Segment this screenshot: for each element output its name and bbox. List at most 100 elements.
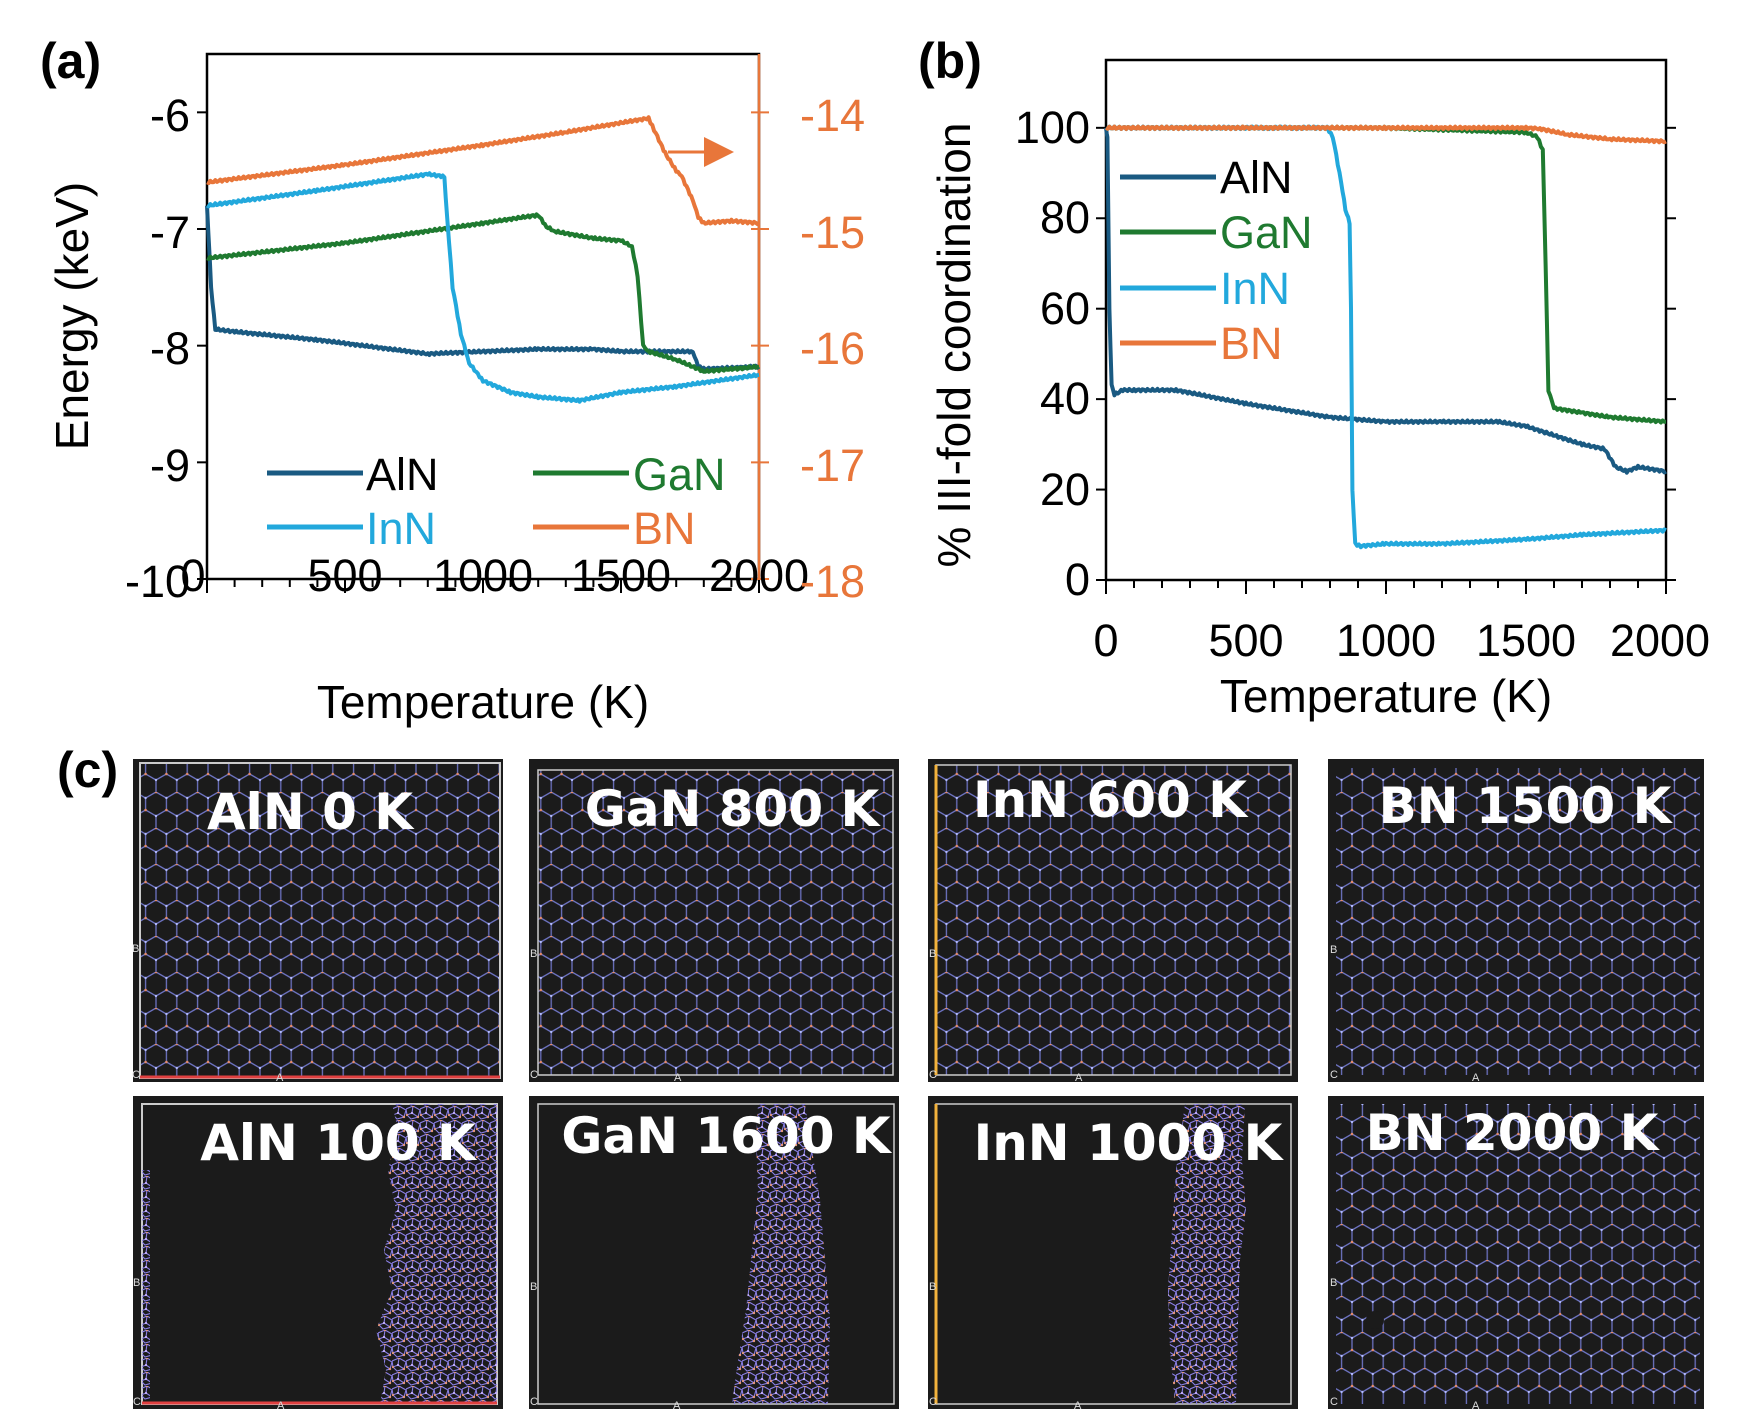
snapshot-title: InN 1000 K	[974, 1114, 1285, 1172]
lattice-crystal	[936, 765, 1291, 1075]
a-xtick: 1500	[571, 550, 671, 601]
disordered-region	[376, 1104, 497, 1404]
panel-a-frame	[205, 52, 761, 581]
legend-label-GaN: GaN	[633, 449, 726, 500]
panel-a-ticks	[197, 111, 769, 593]
snapshot-title: GaN 1600 K	[561, 1107, 893, 1165]
axis-letter-c: C	[929, 1396, 937, 1408]
a-y2tick: -18	[800, 556, 865, 607]
vacancy	[1366, 1311, 1384, 1329]
snapshot-title: AlN 0 K	[207, 783, 415, 841]
legend-label-AlN: AlN	[366, 449, 439, 500]
panel-b-label: (b)	[918, 33, 982, 89]
legend-label-InN: InN	[366, 503, 436, 554]
a-xlabel: Temperature (K)	[317, 676, 649, 728]
a-xtick: 1000	[433, 550, 533, 601]
a-y2tick: -14	[800, 90, 865, 141]
axis-letter-b: B	[132, 943, 139, 955]
snapshot: BN 1500 K B C A	[1328, 759, 1704, 1084]
series-line-AlN	[1104, 127, 1667, 475]
lattice-crystal	[538, 770, 893, 1075]
legend-label-AlN: AlN	[1220, 152, 1293, 203]
panel-b-legend: AlN GaN InN BN	[1120, 152, 1313, 369]
axis-letter-c: C	[530, 1069, 538, 1081]
snapshot-title: AlN 100 K	[200, 1114, 478, 1172]
panel-b-coordination-plot: (b) 0 500 1000 1500 2000 100 80 60 40 20…	[918, 33, 1710, 722]
axis-letter-a: A	[674, 1072, 682, 1084]
axis-letter-a: A	[1472, 1072, 1480, 1084]
a-ytick: -7	[150, 207, 190, 258]
axis-letter-a: A	[1074, 1400, 1082, 1411]
panel-b-ticks	[1096, 126, 1676, 594]
b-xlabel: Temperature (K)	[1220, 670, 1552, 722]
snapshot-title: BN 2000 K	[1366, 1104, 1661, 1162]
snapshot: BN 2000 K B C A	[1328, 1096, 1704, 1411]
axis-letter-b: B	[929, 1281, 936, 1293]
axis-letter-b: B	[1330, 1277, 1337, 1289]
axis-letter-c: C	[133, 1396, 141, 1408]
snapshot: AlN 100 K B C A	[133, 1096, 503, 1411]
b-xtick: 500	[1208, 615, 1283, 666]
legend-label-BN: BN	[633, 503, 696, 554]
legend-label-BN: BN	[1220, 318, 1283, 369]
axis-letter-c: C	[1330, 1396, 1338, 1408]
a-ytick: -10	[125, 556, 190, 607]
series-line-BN	[1104, 124, 1667, 145]
b-ylabel: % III-fold coordination	[928, 123, 980, 568]
b-xtick: 2000	[1610, 615, 1710, 666]
panel-c-label: (c)	[57, 742, 118, 798]
axis-letter-a: A	[1472, 1400, 1480, 1411]
snapshot-background	[529, 1096, 899, 1409]
legend-label-GaN: GaN	[1220, 207, 1313, 258]
axis-letter-b: B	[1330, 944, 1337, 956]
snapshot-title: InN 600 K	[973, 771, 1249, 829]
axis-letter-b: B	[929, 948, 936, 960]
b-ytick: 40	[1040, 373, 1090, 424]
axis-letter-b: B	[133, 1277, 140, 1289]
axis-letter-c: C	[132, 1069, 140, 1081]
panel-a-series	[205, 115, 761, 404]
axis-letter-a: A	[277, 1400, 285, 1411]
panel-b-series	[1104, 124, 1667, 550]
b-ytick: 80	[1040, 192, 1090, 243]
series-line-AlN	[205, 205, 761, 372]
disordered-region	[1168, 1104, 1246, 1404]
axis-letter-b: B	[530, 1281, 537, 1293]
b-xtick: 1500	[1476, 615, 1576, 666]
a-ytick: -6	[150, 90, 190, 141]
snapshot-title: GaN 800 K	[585, 780, 882, 838]
b-ytick: 20	[1040, 464, 1090, 515]
snapshot: InN 1000 K B C A	[928, 1096, 1298, 1411]
disordered-region	[732, 1104, 830, 1404]
b-ytick: 60	[1040, 283, 1090, 334]
b-ytick: 100	[1015, 102, 1090, 153]
axis-letter-a: A	[1075, 1072, 1083, 1084]
a-xtick: 2000	[709, 550, 809, 601]
axis-letter-a: A	[673, 1400, 681, 1411]
legend-label-InN: InN	[1220, 263, 1290, 314]
a-y2tick: -17	[800, 440, 865, 491]
panel-a-label: (a)	[40, 33, 101, 89]
axis-letter-c: C	[530, 1396, 538, 1408]
series-line-BN	[206, 115, 760, 227]
a-ytick: -9	[150, 440, 190, 491]
snapshot: GaN 800 K B C A	[529, 759, 899, 1084]
snapshot: AlN 0 K B C A	[132, 759, 503, 1084]
panel-c-snapshots: (c) AlN 0 K B C A GaN 800 K B C A InN	[57, 742, 1704, 1411]
series-line-GaN	[206, 212, 760, 374]
a-ylabel: Energy (keV)	[46, 182, 98, 450]
series-line-GaN	[1104, 124, 1667, 425]
lattice-crystal	[140, 763, 500, 1078]
a-y2tick: -15	[800, 207, 865, 258]
snapshot: GaN 1600 K B C A	[529, 1096, 899, 1411]
a-y2tick: -16	[800, 323, 865, 374]
a-ytick: -8	[150, 323, 190, 374]
disordered-edge	[142, 1170, 150, 1400]
cell-border	[537, 1103, 895, 1405]
panel-a-legend: AlN GaN InN BN	[267, 449, 726, 554]
a-xtick: 0	[180, 550, 205, 601]
series-line-InN	[1104, 124, 1667, 550]
snapshot: InN 600 K B C A	[928, 759, 1298, 1084]
axis-letter-b: B	[530, 948, 537, 960]
